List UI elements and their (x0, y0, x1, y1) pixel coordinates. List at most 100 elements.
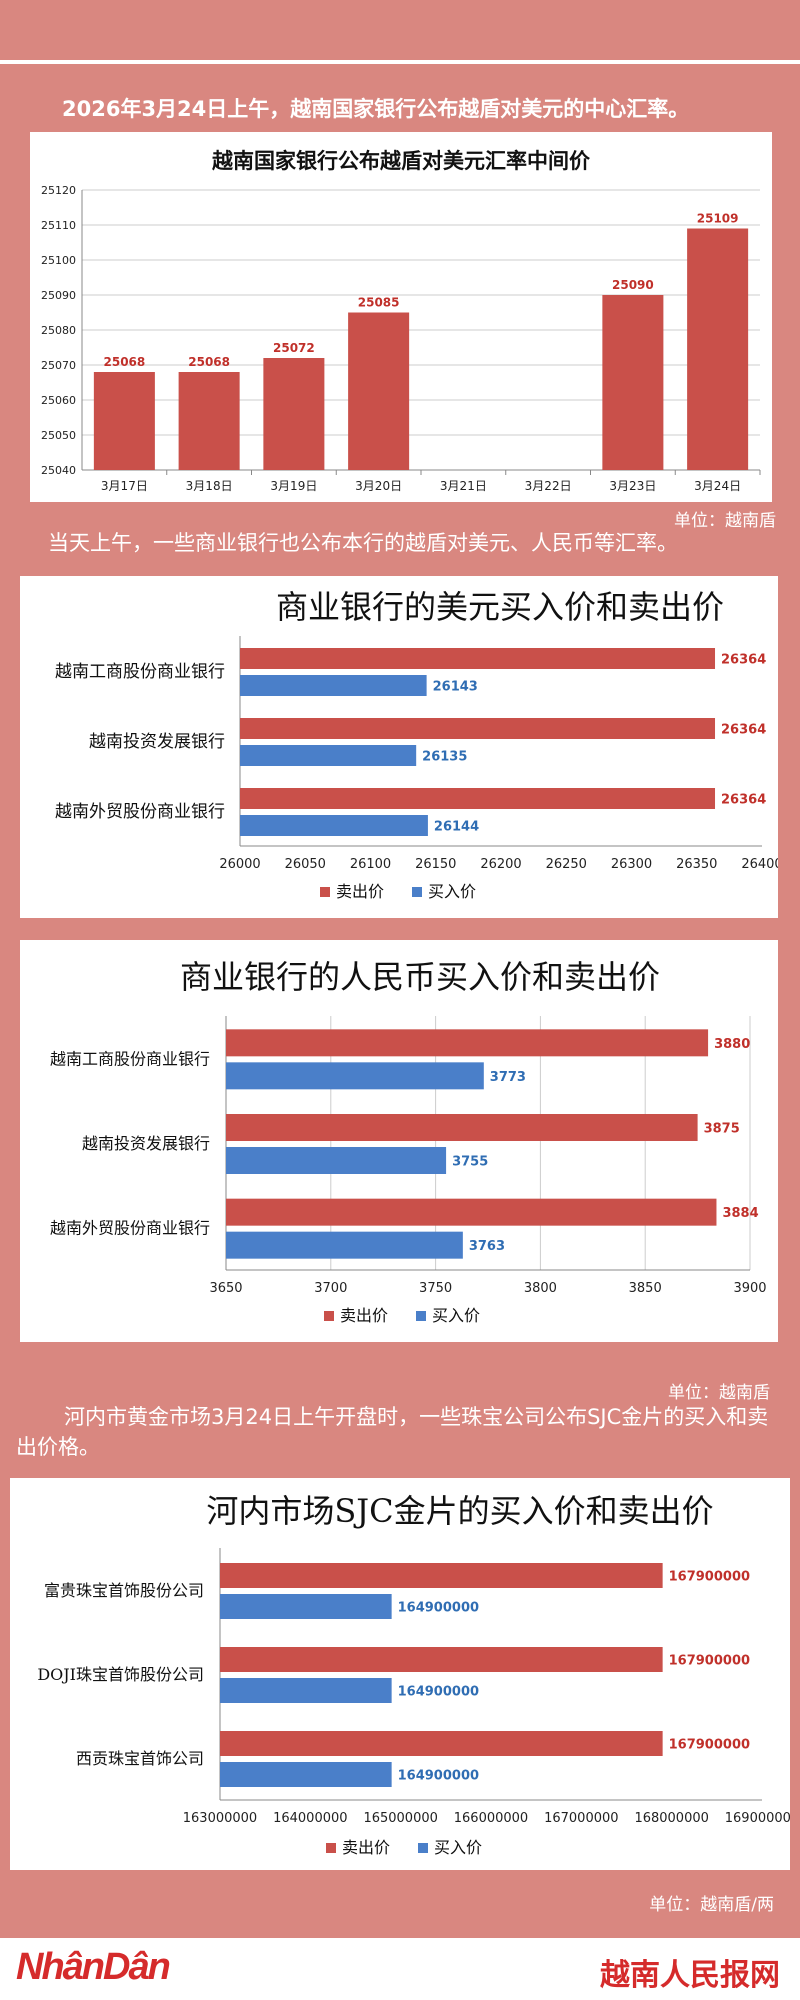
sell-data-label: 26364 (721, 723, 766, 738)
y-tick-label: 25050 (41, 429, 76, 442)
buy-bar (220, 1594, 392, 1619)
category-label: 西贡珠宝首饰公司 (76, 1749, 204, 1768)
sell-data-label: 167900000 (669, 1570, 750, 1585)
chart-title: 河内市场SJC金片的买入价和卖出价 (206, 1492, 713, 1530)
bar (263, 358, 325, 470)
sell-data-label: 3875 (704, 1122, 740, 1137)
category-label: 越南投资发展银行 (82, 1134, 210, 1153)
category-label: 富贵珠宝首饰股份公司 (44, 1581, 204, 1600)
x-tick-label: 3月18日 (186, 479, 233, 493)
buy-data-label: 26135 (422, 750, 467, 765)
x-tick-label: 3800 (524, 1281, 557, 1296)
sell-data-label: 167900000 (669, 1654, 750, 1669)
chart-title: 越南国家银行公布越盾对美元汇率中间价 (211, 148, 591, 173)
central-rate-panel: 越南国家银行公布越盾对美元汇率中间价 25040 25050 25060 25070 25… (30, 132, 772, 502)
buy-data-label: 3773 (490, 1070, 526, 1085)
x-tick-label: 167000000 (544, 1811, 618, 1826)
usd-rate-chart: 商业银行的美元买入价和卖出价 26000 26050 26100 26150 26200 2… (55, 588, 778, 901)
x-tick-label: 164000000 (273, 1811, 347, 1826)
sell-bar (240, 788, 716, 809)
sell-bar (226, 1114, 698, 1141)
category-label: 越南投资发展银行 (89, 732, 225, 752)
unit-label-1: 单位：越南盾 (674, 511, 776, 531)
nhandan-logo[interactable]: NhânDân (16, 1946, 171, 1988)
y-tick-label: 25090 (41, 289, 76, 302)
y-tick-label: 25110 (41, 219, 76, 232)
buy-data-label: 3763 (469, 1239, 505, 1254)
x-tick-label: 26000 (219, 857, 260, 872)
buy-bar (240, 815, 428, 836)
y-tick-label: 25120 (41, 184, 76, 197)
buy-bar (220, 1678, 392, 1703)
buy-data-label: 3755 (452, 1155, 488, 1170)
y-tick-label: 25080 (41, 324, 76, 337)
legend-label-sell: 卖出价 (336, 882, 384, 901)
x-tick-label: 3月23日 (609, 479, 656, 493)
data-label: 25068 (104, 355, 146, 369)
usd-rate-panel: 商业银行的美元买入价和卖出价 26000 26050 26100 26150 26200 2… (20, 576, 778, 918)
category-label: 越南外贸股份商业银行 (50, 1219, 210, 1238)
gold-intro-text: 河内市黄金市场3月24日上午开盘时，一些珠宝公司公布SJC金片的买入和卖出价格。 (16, 1405, 769, 1459)
x-tick-label: 26400 (741, 857, 778, 872)
unit-label-2: 单位：越南盾 (668, 1383, 770, 1403)
data-label: 25068 (188, 355, 230, 369)
legend-label-sell: 卖出价 (342, 1838, 390, 1857)
x-tick-label: 26250 (546, 857, 587, 872)
legend-label-buy: 买入价 (428, 882, 476, 901)
category-label: 越南外贸股份商业银行 (55, 802, 225, 822)
y-tick-label: 25070 (41, 359, 76, 372)
data-label: 25090 (612, 278, 654, 292)
bank-intro-text: 当天上午，一些商业银行也公布本行的越盾对美元、人民币等汇率。 (48, 531, 678, 555)
bar (348, 312, 410, 470)
sell-data-label: 3884 (722, 1206, 758, 1221)
x-tick-label: 3月22日 (525, 479, 572, 493)
sell-data-label: 3880 (714, 1037, 750, 1052)
x-tick-label: 163000000 (183, 1811, 257, 1826)
x-tick-label: 3900 (733, 1281, 766, 1296)
legend-swatch-sell (326, 1843, 336, 1853)
legend-label-sell: 卖出价 (340, 1306, 388, 1325)
buy-bar (240, 675, 427, 696)
legend-swatch-buy (416, 1311, 426, 1321)
y-tick-label: 25100 (41, 254, 76, 267)
buy-bar (226, 1062, 484, 1090)
x-tick-label: 3月19日 (270, 479, 317, 493)
sell-bar (220, 1731, 663, 1756)
footer-bar: NhânDân 越南人民报网 (0, 1938, 800, 2000)
legend-label-buy: 买入价 (434, 1838, 482, 1857)
top-divider (0, 60, 800, 64)
legend-swatch-buy (412, 887, 422, 897)
intro-text: 2026年3月24日上午，越南国家银行公布越盾对美元的中心汇率。 (62, 97, 690, 121)
sell-bar (226, 1198, 717, 1226)
x-tick-label: 3月24日 (694, 479, 741, 493)
x-tick-label: 3月20日 (355, 479, 402, 493)
sell-bar (240, 718, 716, 739)
x-tick-label: 169000000 (725, 1811, 790, 1826)
x-tick-label: 26100 (350, 857, 391, 872)
buy-data-label: 164900000 (398, 1601, 479, 1616)
buy-bar (240, 745, 417, 766)
x-tick-label: 3700 (314, 1281, 347, 1296)
bar (178, 372, 240, 470)
bar (93, 372, 155, 470)
x-tick-label: 3月17日 (101, 479, 148, 493)
x-tick-label: 26200 (480, 857, 521, 872)
sell-bar (220, 1563, 663, 1588)
unit-label-3: 单位：越南盾/两 (649, 1895, 774, 1915)
sell-data-label: 26364 (721, 793, 766, 808)
x-tick-label: 26350 (676, 857, 717, 872)
x-tick-label: 168000000 (634, 1811, 708, 1826)
chart-title: 商业银行的美元买入价和卖出价 (276, 588, 724, 626)
x-tick-label: 3650 (209, 1281, 242, 1296)
category-label: 越南工商股份商业银行 (50, 1049, 210, 1068)
chart-title: 商业银行的人民币买入价和卖出价 (180, 958, 660, 996)
buy-bar (220, 1762, 392, 1787)
site-name[interactable]: 越南人民报网 (600, 1958, 780, 1993)
x-tick-label: 3750 (419, 1281, 452, 1296)
sell-bar (240, 648, 716, 669)
x-tick-label: 26300 (611, 857, 652, 872)
gold-price-panel: 河内市场SJC金片的买入价和卖出价 163000000 164000000 16500… (10, 1478, 790, 1870)
sell-data-label: 26364 (721, 653, 766, 668)
x-tick-label: 3850 (629, 1281, 662, 1296)
x-tick-label: 26150 (415, 857, 456, 872)
